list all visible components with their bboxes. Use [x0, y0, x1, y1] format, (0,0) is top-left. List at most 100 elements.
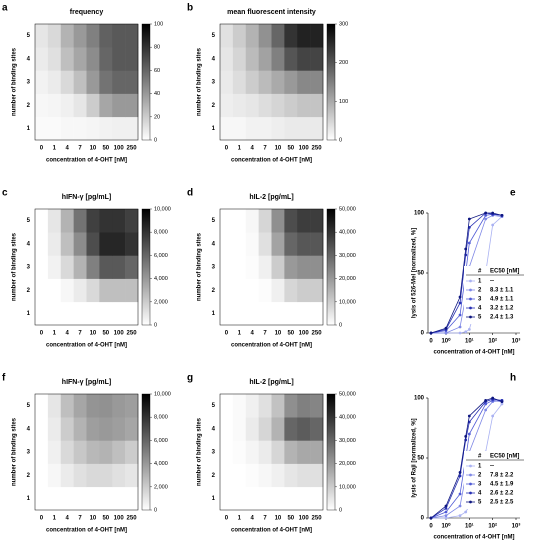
colorbar-tick-label: 30,000 — [339, 438, 356, 444]
heatmap-cell — [232, 116, 247, 141]
heatmap-cell — [310, 301, 324, 326]
heatmap-cell — [297, 209, 311, 233]
y-tick-label: 4 — [27, 241, 31, 247]
panel-letter: e — [510, 188, 516, 199]
x-tick-label: 100 — [114, 331, 125, 337]
legend-ec50: -- — [490, 279, 494, 285]
chart-title: frequency — [70, 9, 104, 16]
heatmap-cell — [245, 255, 259, 279]
y-tick-label: 5 — [212, 218, 216, 224]
data-point — [500, 214, 504, 217]
data-point — [444, 507, 448, 510]
heatmap-cell — [47, 440, 62, 464]
x-tick-label: 10 — [90, 516, 97, 522]
heatmap-cell — [125, 486, 139, 511]
heatmap-cell — [284, 486, 298, 511]
legend-label: 3 — [478, 482, 482, 488]
panel-letter: f — [2, 373, 6, 384]
data-point — [458, 301, 462, 305]
heatmap-cell — [112, 255, 126, 279]
heatmap-cell — [112, 486, 126, 511]
legend-ec50: -- — [490, 464, 494, 470]
heatmap-cell — [232, 93, 247, 118]
legend-marker — [469, 482, 472, 486]
y-tick-label: 3 — [27, 80, 31, 86]
y-tick-label: 3 — [27, 450, 31, 456]
colorbar-tick-label: 0 — [339, 322, 342, 328]
heatmap-cell — [310, 440, 324, 464]
heatmap-cell — [125, 278, 139, 303]
x-tick-label: 7 — [263, 146, 267, 152]
y-tick-label: 0 — [421, 331, 425, 337]
heatmap-cell — [220, 93, 234, 118]
heatmap-cell — [60, 463, 74, 488]
heatmap-cell — [35, 47, 49, 71]
y-tick-label: 2 — [212, 288, 216, 294]
heatmap-cell — [258, 394, 272, 418]
x-tick-label: 100 — [114, 516, 125, 522]
heatmap-cell — [60, 232, 74, 256]
colorbar-tick-label: 6,000 — [154, 253, 168, 259]
heatmap-cell — [86, 417, 100, 441]
legend-label: 4 — [478, 306, 482, 312]
heatmap-cell — [35, 24, 49, 48]
y-axis-label: number of binding sites — [12, 47, 18, 116]
heatmap-cell — [310, 116, 324, 141]
x-tick-label: 4 — [251, 516, 255, 522]
plot-frame — [219, 23, 324, 141]
heatmap-cell — [112, 232, 126, 256]
heatmap-cell — [99, 47, 113, 71]
x-tick-label: 10² — [488, 523, 497, 530]
heatmap-cell — [112, 209, 126, 233]
x-tick-label: 10¹ — [465, 338, 474, 345]
heatmap-cell — [112, 301, 126, 326]
heatmap-cell — [284, 232, 298, 256]
heatmap-cell — [284, 440, 298, 464]
heatmap-cell — [86, 301, 100, 326]
heatmap-cell — [284, 116, 298, 141]
heatmap-cell — [60, 278, 74, 303]
colorbar-tick-label: 0 — [339, 507, 342, 513]
colorbar — [141, 208, 151, 326]
legend-marker — [469, 306, 472, 310]
data-point — [458, 325, 462, 329]
heatmap-cell — [125, 24, 139, 48]
x-axis-label: concentration of 4-OHT [nM] — [231, 158, 312, 164]
data-point — [444, 326, 448, 330]
x-tick-label: 10 — [90, 331, 97, 337]
data-point — [484, 211, 488, 215]
heatmap-cell — [125, 301, 139, 326]
data-point — [458, 514, 462, 517]
y-tick-label: 3 — [212, 450, 216, 456]
x-tick-label: 10⁰ — [441, 523, 451, 530]
x-axis-label: concentration of 4-OHT [nM] — [434, 535, 515, 541]
colorbar-tick-label: 10,000 — [154, 206, 171, 212]
legend-ec50: 3.2 ± 1.2 — [490, 306, 514, 312]
legend-header: # — [478, 269, 482, 275]
panel-letter: c — [2, 188, 8, 199]
heatmap-cell — [47, 417, 62, 441]
heatmap-cell — [232, 232, 247, 256]
data-point — [467, 328, 471, 331]
legend-header: EC50 [nM] — [490, 454, 519, 460]
x-tick-label: 100 — [299, 146, 310, 152]
y-tick-label: 1 — [27, 311, 31, 317]
colorbar-tick-label: 10,000 — [339, 299, 356, 305]
heatmap-cell — [297, 278, 311, 303]
heatmap-cell — [125, 463, 139, 488]
y-tick-label: 100 — [414, 396, 425, 402]
x-tick-label: 250 — [312, 331, 323, 337]
x-axis-label: concentration of 4-OHT [nM] — [231, 528, 312, 534]
y-axis-label: lysis of Raji [normalized, %] — [412, 418, 418, 497]
legend-label: 3 — [478, 297, 482, 303]
heatmap-cell — [232, 440, 247, 464]
colorbar-tick-label: 40,000 — [339, 230, 356, 236]
heatmap-cell — [99, 24, 113, 48]
panel: d hIL-2 [pg/mL] 0 1 4 7 10 50 100 250 1 2 3 4 5 concent… — [187, 188, 356, 349]
heatmap-cell — [60, 440, 74, 464]
heatmap-cell — [258, 417, 272, 441]
plot-frame — [219, 393, 324, 511]
panel-letter: b — [187, 3, 193, 14]
heatmap-cell — [258, 486, 272, 511]
